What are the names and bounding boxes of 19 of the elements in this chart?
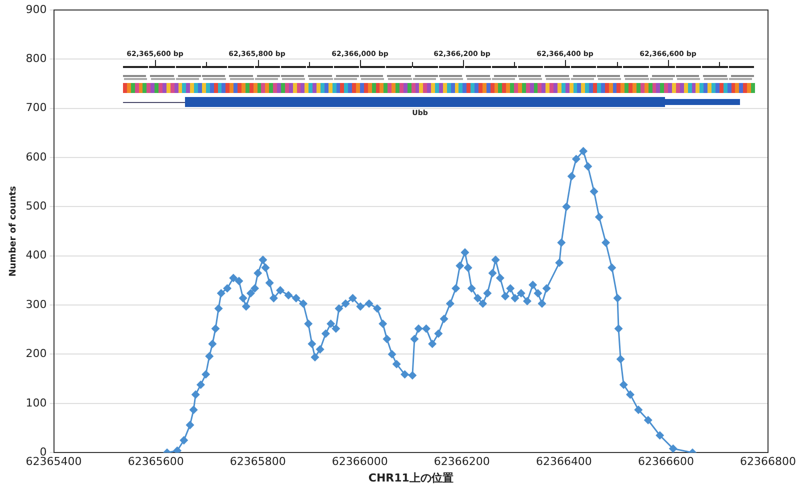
x-tick-label: 62366600 bbox=[638, 455, 694, 468]
x-tick-label: 62365800 bbox=[230, 455, 286, 468]
y-tick-label: 900 bbox=[26, 2, 47, 16]
x-tick-label: 62366800 bbox=[740, 455, 796, 468]
y-tick-label: 100 bbox=[26, 396, 47, 410]
x-tick-label: 62366400 bbox=[536, 455, 592, 468]
y-tick-label: 400 bbox=[26, 248, 47, 262]
y-tick-label: 800 bbox=[26, 52, 47, 66]
x-tick-label: 62365600 bbox=[128, 455, 184, 468]
y-tick-label: 300 bbox=[26, 298, 47, 311]
y-tick-label: 700 bbox=[26, 101, 47, 114]
x-tick-label: 62366200 bbox=[434, 455, 490, 468]
x-tick-label: 62365400 bbox=[26, 455, 82, 468]
y-axis-title: Number of counts bbox=[8, 186, 19, 277]
y-tick-label: 600 bbox=[26, 150, 47, 164]
y-tick-label: 200 bbox=[26, 347, 47, 360]
y-tick-label: 500 bbox=[26, 200, 47, 213]
x-tick-label: 62366000 bbox=[332, 455, 388, 468]
x-axis-title: CHR11上の位置 bbox=[368, 471, 454, 484]
